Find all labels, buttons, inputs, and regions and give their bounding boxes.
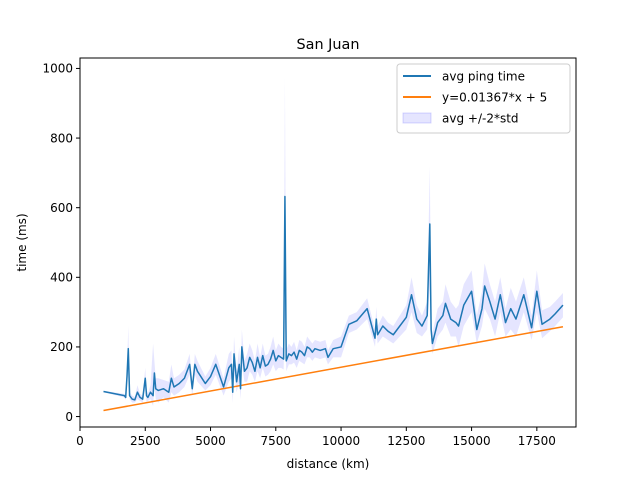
avg-ping-line bbox=[103, 195, 564, 401]
y-axis-label: time (ms) bbox=[15, 213, 29, 271]
line-layer bbox=[103, 195, 564, 412]
y-tick-label: 1000 bbox=[42, 62, 73, 76]
legend-label-avg: avg ping time bbox=[442, 70, 525, 84]
y-tick-label: 0 bbox=[65, 410, 73, 424]
x-tick-label: 10000 bbox=[322, 434, 360, 448]
legend-box bbox=[396, 63, 571, 134]
x-axis-ticks: 0 2500 5000 7500 10000 12500 15000 17500 bbox=[76, 427, 556, 448]
legend-label-band: avg +/-2*std bbox=[442, 112, 519, 126]
y-tick-label: 400 bbox=[50, 271, 73, 285]
fit-line bbox=[103, 326, 564, 412]
x-tick-label: 5000 bbox=[195, 434, 226, 448]
std-band-area bbox=[103, 77, 563, 407]
axes-frame bbox=[79, 57, 577, 428]
y-tick-label: 200 bbox=[50, 340, 73, 354]
x-tick-label: 2500 bbox=[130, 434, 161, 448]
x-tick-label: 15000 bbox=[452, 434, 490, 448]
x-tick-label: 0 bbox=[76, 434, 84, 448]
x-tick-label: 17500 bbox=[518, 434, 556, 448]
legend-label-fit: y=0.01367*x + 5 bbox=[442, 91, 547, 105]
chart-title: San Juan bbox=[297, 37, 360, 53]
x-tick-label: 7500 bbox=[261, 434, 292, 448]
y-tick-label: 800 bbox=[50, 131, 73, 145]
legend-swatch-band bbox=[402, 112, 432, 124]
band-layer bbox=[103, 77, 563, 407]
x-tick-label: 12500 bbox=[387, 434, 425, 448]
y-axis-ticks: 0 200 400 600 800 1000 bbox=[42, 62, 80, 424]
y-tick-label: 600 bbox=[50, 201, 73, 215]
legend: avg ping time y=0.01367*x + 5 avg +/-2*s… bbox=[396, 63, 571, 134]
plot-area bbox=[79, 57, 577, 428]
x-axis-label: distance (km) bbox=[287, 457, 370, 471]
